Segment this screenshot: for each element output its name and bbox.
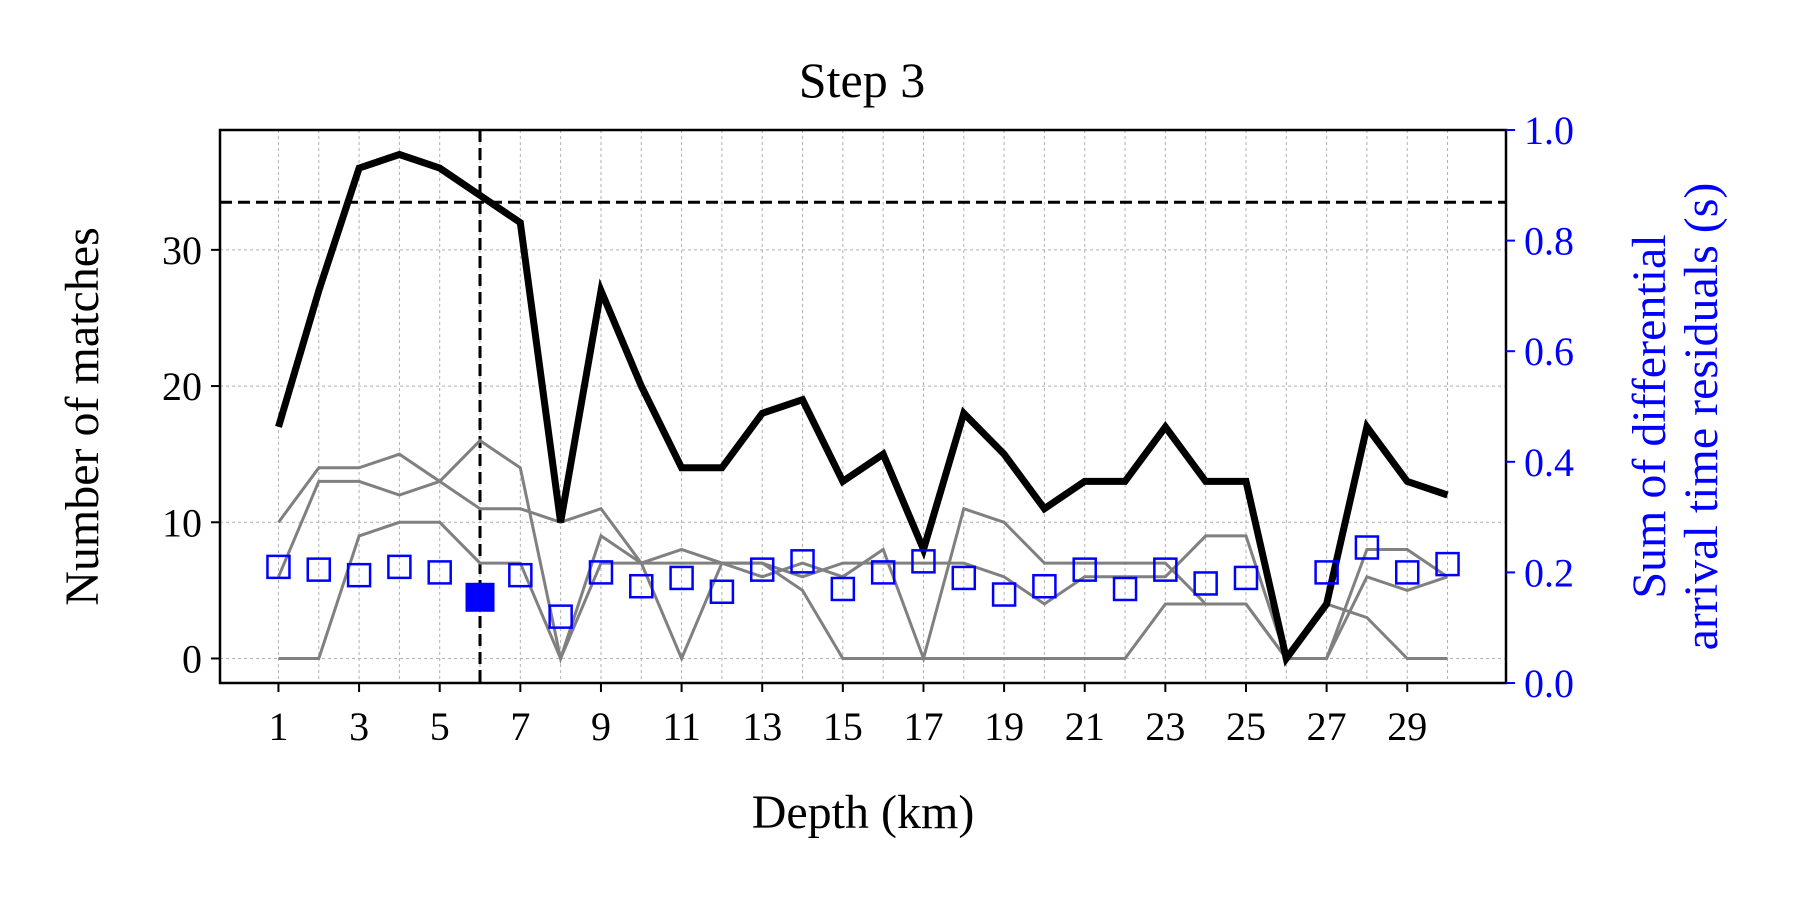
residual-marker bbox=[991, 582, 1017, 607]
residual-marker bbox=[1193, 571, 1218, 596]
residual-marker bbox=[669, 565, 694, 591]
y-tick-label: 30 bbox=[162, 228, 202, 273]
residual-marker bbox=[1354, 535, 1380, 560]
residual-marker bbox=[870, 560, 896, 585]
x-tick-label: 1 bbox=[268, 704, 288, 749]
residual-marker bbox=[1153, 557, 1178, 582]
y-right-tick-label: 0.0 bbox=[1524, 661, 1574, 706]
y-right-tick-label: 0.4 bbox=[1524, 440, 1574, 485]
component-matches-line bbox=[278, 520, 1448, 663]
residual-marker bbox=[508, 562, 533, 588]
residual-marker bbox=[1233, 565, 1259, 591]
plot-frame bbox=[218, 128, 1508, 685]
y-right-tick-label: 0.8 bbox=[1524, 219, 1574, 264]
residual-marker bbox=[1032, 573, 1057, 599]
x-tick-label: 5 bbox=[430, 704, 450, 749]
y-right-tick-label: 0.2 bbox=[1524, 550, 1574, 595]
chart-title: Step 3 bbox=[799, 52, 925, 108]
x-tick-label: 11 bbox=[662, 704, 701, 749]
residual-marker bbox=[629, 573, 654, 599]
residual-marker bbox=[1314, 560, 1339, 585]
residual-marker bbox=[749, 557, 775, 582]
x-tick-label: 29 bbox=[1387, 704, 1427, 749]
y-axis-left: 0 10 20 30 bbox=[162, 228, 220, 681]
x-tick-label: 23 bbox=[1145, 704, 1185, 749]
x-tick-label: 9 bbox=[591, 704, 611, 749]
residual-marker bbox=[427, 560, 452, 585]
residual-marker bbox=[346, 562, 372, 588]
y-right-tick-label: 1.0 bbox=[1524, 108, 1574, 153]
residual-marker bbox=[588, 560, 614, 585]
y-tick-label: 10 bbox=[162, 500, 202, 545]
residual-marker bbox=[830, 576, 856, 602]
y-tick-label: 0 bbox=[182, 636, 202, 681]
x-tick-label: 15 bbox=[823, 704, 863, 749]
residual-marker bbox=[1435, 551, 1460, 577]
y-axis-right: 0.0 0.2 0.4 0.6 0.8 1.0 bbox=[1506, 108, 1574, 706]
residual-marker bbox=[790, 549, 815, 574]
series-layer bbox=[275, 150, 1449, 667]
y-axis-right-title-line-1: Sum of differential bbox=[1623, 234, 1676, 598]
x-tick-label: 25 bbox=[1226, 704, 1266, 749]
component-matches-line bbox=[277, 479, 1449, 664]
grid-layer bbox=[220, 130, 1506, 683]
residual-markers bbox=[266, 535, 1460, 629]
x-axis-title: Depth (km) bbox=[752, 786, 975, 839]
x-tick-label: 7 bbox=[510, 704, 530, 749]
x-tick-label: 19 bbox=[984, 704, 1024, 749]
residual-marker bbox=[1394, 560, 1420, 585]
residual-marker bbox=[709, 579, 735, 605]
residual-marker bbox=[1112, 576, 1138, 602]
x-tick-label: 3 bbox=[349, 704, 369, 749]
reference-lines bbox=[220, 130, 1506, 683]
y-tick-label: 20 bbox=[162, 364, 202, 409]
residual-marker bbox=[306, 557, 332, 582]
y-axis-title: Number of matches bbox=[56, 227, 109, 606]
component-matches-line bbox=[277, 438, 1448, 665]
x-tick-label: 17 bbox=[903, 704, 943, 749]
x-tick-label: 13 bbox=[742, 704, 782, 749]
residual-marker bbox=[911, 549, 936, 574]
selected-residual-marker bbox=[465, 582, 495, 612]
residual-marker bbox=[1072, 557, 1097, 582]
residual-marker bbox=[266, 554, 291, 580]
y-right-tick-label: 0.6 bbox=[1524, 329, 1574, 374]
x-tick-label: 21 bbox=[1065, 704, 1105, 749]
x-tick-label: 27 bbox=[1307, 704, 1347, 749]
residual-marker bbox=[548, 604, 573, 629]
x-axis: 1 3 5 7 9 11 13 15 17 19 21 23 25 27 29 bbox=[268, 683, 1427, 749]
y-axis-right-title-line-2: arrival time residuals (s) bbox=[1675, 183, 1728, 651]
residual-marker bbox=[387, 554, 412, 580]
total-matches-line bbox=[275, 150, 1449, 667]
residual-marker bbox=[951, 565, 977, 591]
